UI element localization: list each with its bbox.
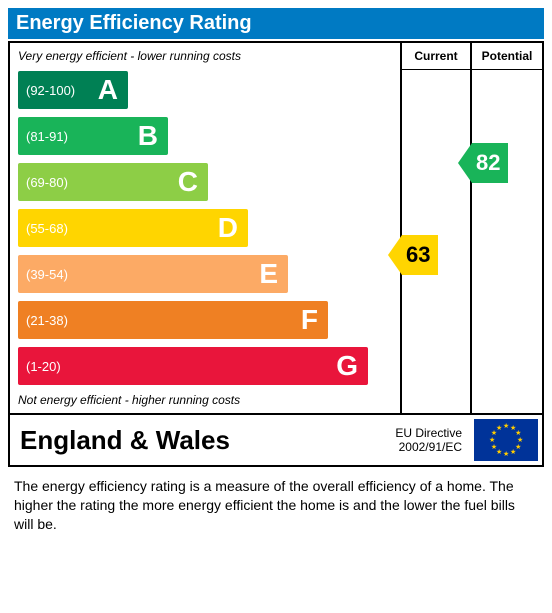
band-row-f: (21-38) F (18, 299, 392, 341)
eu-flag-icon: ★★★★★★★★★★★★ (474, 419, 538, 461)
band-bar-a: (92-100) A (18, 71, 128, 109)
band-range-d: (55-68) (26, 221, 68, 236)
potential-column: Potential 82 (472, 43, 542, 413)
footer-row: England & Wales EU Directive 2002/91/EC … (8, 415, 544, 467)
directive-label: EU Directive 2002/91/EC (395, 426, 470, 455)
band-row-g: (1-20) G (18, 345, 392, 387)
band-range-e: (39-54) (26, 267, 68, 282)
bottom-note: Not energy efficient - higher running co… (18, 393, 392, 407)
band-bar-c: (69-80) C (18, 163, 208, 201)
band-bar-e: (39-54) E (18, 255, 288, 293)
band-range-a: (92-100) (26, 83, 75, 98)
current-rating-tag-value: 63 (402, 235, 438, 275)
potential-rating-tag-value: 82 (472, 143, 508, 183)
band-row-e: (39-54) E (18, 253, 392, 295)
band-bar-g: (1-20) G (18, 347, 368, 385)
current-column: Current 63 (402, 43, 472, 413)
band-letter-d: D (218, 212, 238, 244)
band-range-b: (81-91) (26, 129, 68, 144)
band-bar-b: (81-91) B (18, 117, 168, 155)
potential-header: Potential (472, 43, 542, 70)
band-range-f: (21-38) (26, 313, 68, 328)
band-letter-a: A (98, 74, 118, 106)
current-rating-tag: 63 (388, 235, 438, 275)
title-bar: Energy Efficiency Rating (8, 8, 544, 39)
region-label: England & Wales (10, 419, 395, 462)
band-bar-d: (55-68) D (18, 209, 248, 247)
directive-line2: 2002/91/EC (395, 440, 462, 454)
band-letter-c: C (178, 166, 198, 198)
band-row-d: (55-68) D (18, 207, 392, 249)
potential-rating-tag: 82 (458, 143, 508, 183)
band-letter-e: E (259, 258, 278, 290)
explanation-text: The energy efficiency rating is a measur… (8, 467, 544, 534)
band-bar-f: (21-38) F (18, 301, 328, 339)
band-letter-f: F (301, 304, 318, 336)
band-letter-b: B (138, 120, 158, 152)
band-row-a: (92-100) A (18, 69, 392, 111)
band-row-c: (69-80) C (18, 161, 392, 203)
band-row-b: (81-91) B (18, 115, 392, 157)
top-note: Very energy efficient - lower running co… (18, 49, 392, 63)
band-range-c: (69-80) (26, 175, 68, 190)
current-header: Current (402, 43, 470, 70)
chart-table: Very energy efficient - lower running co… (8, 41, 544, 415)
bands-column: Very energy efficient - lower running co… (10, 43, 402, 413)
directive-line1: EU Directive (395, 426, 462, 440)
band-letter-g: G (336, 350, 358, 382)
band-range-g: (1-20) (26, 359, 61, 374)
